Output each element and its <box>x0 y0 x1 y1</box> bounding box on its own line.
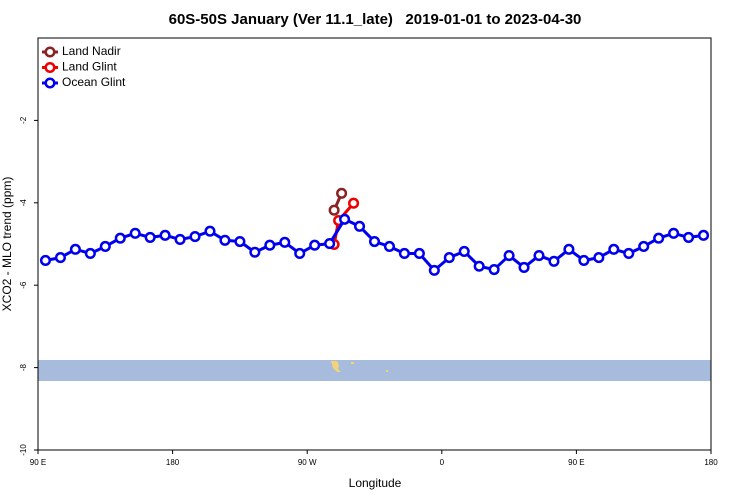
data-point <box>683 231 695 243</box>
data-point <box>473 260 485 272</box>
plot-frame <box>37 37 712 451</box>
data-point <box>219 234 231 246</box>
data-point <box>39 254 52 267</box>
y-tick-label: -2 <box>19 116 28 124</box>
x-axis-label: Longitude <box>349 476 402 490</box>
data-point <box>533 249 545 262</box>
data-point <box>503 249 515 262</box>
map-strip <box>38 360 711 381</box>
data-point <box>249 246 261 258</box>
data-point <box>368 235 381 248</box>
data-point <box>54 252 66 264</box>
data-point <box>653 232 665 244</box>
data-point <box>294 247 306 260</box>
data-point <box>563 243 575 255</box>
data-point <box>69 243 81 255</box>
data-point <box>697 229 710 241</box>
legend-marker <box>44 61 56 74</box>
y-tick-label: -6 <box>19 281 28 289</box>
data-point <box>174 233 186 246</box>
x-tick-label: 90 W <box>298 458 317 467</box>
data-point <box>458 245 470 257</box>
data-point <box>638 240 650 253</box>
data-point <box>428 264 440 276</box>
legend-marker <box>44 77 56 89</box>
data-point <box>443 252 455 264</box>
x-tick-label: 90 E <box>30 458 46 467</box>
data-point <box>324 238 336 250</box>
data-point <box>578 254 590 267</box>
x-tick-label: 180 <box>704 458 718 467</box>
data-point <box>336 187 348 199</box>
data-point <box>159 229 171 241</box>
data-point <box>623 247 635 260</box>
data-point <box>189 231 201 243</box>
data-point <box>264 239 276 251</box>
data-point <box>204 225 216 237</box>
y-tick-label: -8 <box>19 363 28 371</box>
data-point <box>84 247 96 260</box>
y-axis-label: XCO2 - MLO trend (ppm) <box>0 177 14 312</box>
data-point <box>348 197 360 209</box>
data-point <box>518 261 530 274</box>
data-point <box>353 220 366 232</box>
legend-label: Land Nadir <box>62 44 121 58</box>
x-tick-label: 180 <box>166 458 180 467</box>
data-point <box>328 204 340 216</box>
data-point <box>593 252 605 264</box>
y-tick-label: -4 <box>19 199 28 207</box>
data-point <box>339 213 351 225</box>
legend-label: Land Glint <box>62 60 117 74</box>
data-point <box>398 247 410 260</box>
data-point <box>129 227 141 239</box>
data-point <box>144 231 156 243</box>
data-point <box>383 240 396 253</box>
x-tick-label: 90 E <box>568 458 584 467</box>
data-point <box>668 227 680 239</box>
data-point <box>548 255 560 267</box>
data-point <box>413 247 425 260</box>
data-point <box>234 235 246 248</box>
data-point <box>608 243 620 255</box>
data-point <box>309 239 321 251</box>
data-point <box>279 236 291 248</box>
data-point <box>99 240 111 253</box>
y-tick-label: -10 <box>19 444 28 456</box>
data-point <box>114 232 126 244</box>
data-point <box>488 263 500 276</box>
legend-label: Ocean Glint <box>62 75 126 89</box>
x-tick-label: 0 <box>440 458 445 467</box>
chart-title: 60S-50S January (Ver 11.1_late) 2019-01-… <box>169 11 582 28</box>
legend-marker <box>44 46 56 58</box>
